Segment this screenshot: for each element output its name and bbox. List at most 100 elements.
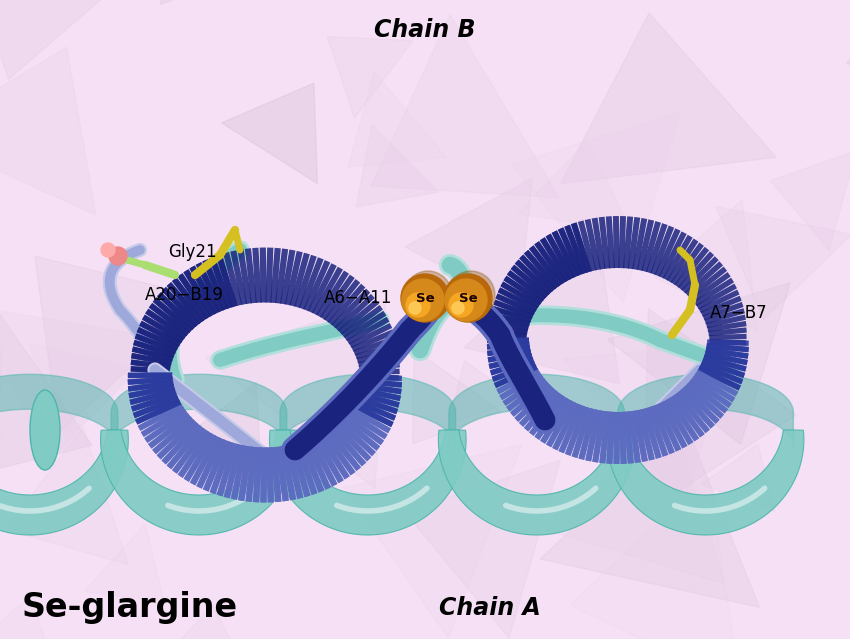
Polygon shape	[303, 438, 332, 489]
Polygon shape	[506, 378, 547, 412]
Polygon shape	[167, 282, 203, 324]
Text: Chain A: Chain A	[439, 596, 541, 620]
Polygon shape	[703, 302, 744, 321]
Polygon shape	[688, 380, 728, 413]
Polygon shape	[494, 300, 534, 319]
Polygon shape	[529, 245, 563, 287]
Polygon shape	[599, 411, 610, 463]
Polygon shape	[511, 265, 549, 298]
Polygon shape	[327, 36, 413, 118]
Polygon shape	[253, 447, 263, 502]
Polygon shape	[135, 399, 181, 425]
Polygon shape	[203, 440, 230, 491]
Polygon shape	[688, 380, 728, 413]
Polygon shape	[275, 446, 289, 502]
Polygon shape	[0, 307, 166, 461]
Polygon shape	[341, 412, 384, 445]
Polygon shape	[224, 444, 243, 498]
Polygon shape	[138, 403, 184, 431]
Polygon shape	[489, 353, 533, 369]
Polygon shape	[360, 374, 399, 381]
Polygon shape	[173, 277, 207, 321]
Polygon shape	[332, 289, 371, 328]
Polygon shape	[628, 411, 641, 463]
Polygon shape	[681, 386, 719, 424]
Polygon shape	[149, 303, 190, 336]
Polygon shape	[655, 403, 682, 451]
Polygon shape	[139, 321, 181, 346]
Polygon shape	[607, 412, 615, 464]
Polygon shape	[663, 235, 693, 281]
Polygon shape	[224, 252, 242, 306]
Polygon shape	[565, 406, 588, 456]
Polygon shape	[280, 445, 297, 500]
Polygon shape	[128, 373, 173, 378]
Polygon shape	[490, 319, 529, 331]
Polygon shape	[238, 446, 252, 501]
Polygon shape	[701, 359, 745, 378]
Polygon shape	[137, 327, 179, 350]
Polygon shape	[316, 270, 349, 318]
Polygon shape	[100, 430, 298, 535]
Polygon shape	[413, 350, 501, 444]
Polygon shape	[564, 225, 587, 274]
Polygon shape	[0, 430, 128, 535]
Polygon shape	[128, 380, 173, 391]
Polygon shape	[674, 392, 710, 433]
Polygon shape	[497, 288, 538, 312]
Polygon shape	[519, 254, 556, 292]
Polygon shape	[701, 444, 775, 511]
Polygon shape	[586, 410, 602, 461]
Polygon shape	[237, 249, 252, 304]
Polygon shape	[502, 375, 545, 406]
Polygon shape	[131, 353, 172, 366]
Polygon shape	[663, 399, 694, 445]
Polygon shape	[275, 249, 288, 304]
Polygon shape	[642, 221, 661, 272]
Polygon shape	[502, 375, 545, 406]
Polygon shape	[202, 259, 229, 311]
Polygon shape	[698, 366, 741, 390]
Polygon shape	[439, 430, 635, 535]
Polygon shape	[153, 298, 193, 333]
Polygon shape	[131, 392, 178, 412]
Polygon shape	[703, 355, 746, 371]
Polygon shape	[332, 421, 371, 461]
Polygon shape	[139, 321, 182, 346]
Polygon shape	[348, 72, 446, 167]
Polygon shape	[154, 605, 251, 639]
Polygon shape	[346, 404, 391, 433]
Polygon shape	[162, 422, 201, 465]
Polygon shape	[144, 410, 189, 443]
Polygon shape	[355, 386, 401, 401]
Polygon shape	[696, 284, 737, 309]
Polygon shape	[518, 387, 557, 427]
Polygon shape	[142, 314, 184, 343]
Polygon shape	[343, 408, 388, 440]
Polygon shape	[338, 299, 379, 334]
Polygon shape	[706, 343, 749, 352]
Polygon shape	[488, 350, 531, 363]
Polygon shape	[659, 231, 687, 279]
Polygon shape	[637, 219, 654, 271]
Polygon shape	[563, 342, 731, 505]
Polygon shape	[162, 287, 200, 327]
Polygon shape	[222, 83, 317, 183]
Polygon shape	[294, 442, 317, 495]
Polygon shape	[578, 220, 597, 272]
Polygon shape	[405, 460, 560, 638]
Polygon shape	[357, 378, 402, 388]
Polygon shape	[684, 383, 724, 419]
Polygon shape	[496, 294, 536, 315]
Polygon shape	[270, 447, 281, 502]
Polygon shape	[847, 0, 850, 107]
Polygon shape	[518, 140, 631, 232]
Polygon shape	[623, 412, 633, 464]
Polygon shape	[571, 222, 592, 273]
Polygon shape	[29, 343, 143, 439]
Polygon shape	[534, 242, 566, 284]
Circle shape	[401, 274, 449, 322]
Polygon shape	[546, 234, 575, 280]
Polygon shape	[638, 409, 655, 461]
Polygon shape	[705, 351, 748, 366]
